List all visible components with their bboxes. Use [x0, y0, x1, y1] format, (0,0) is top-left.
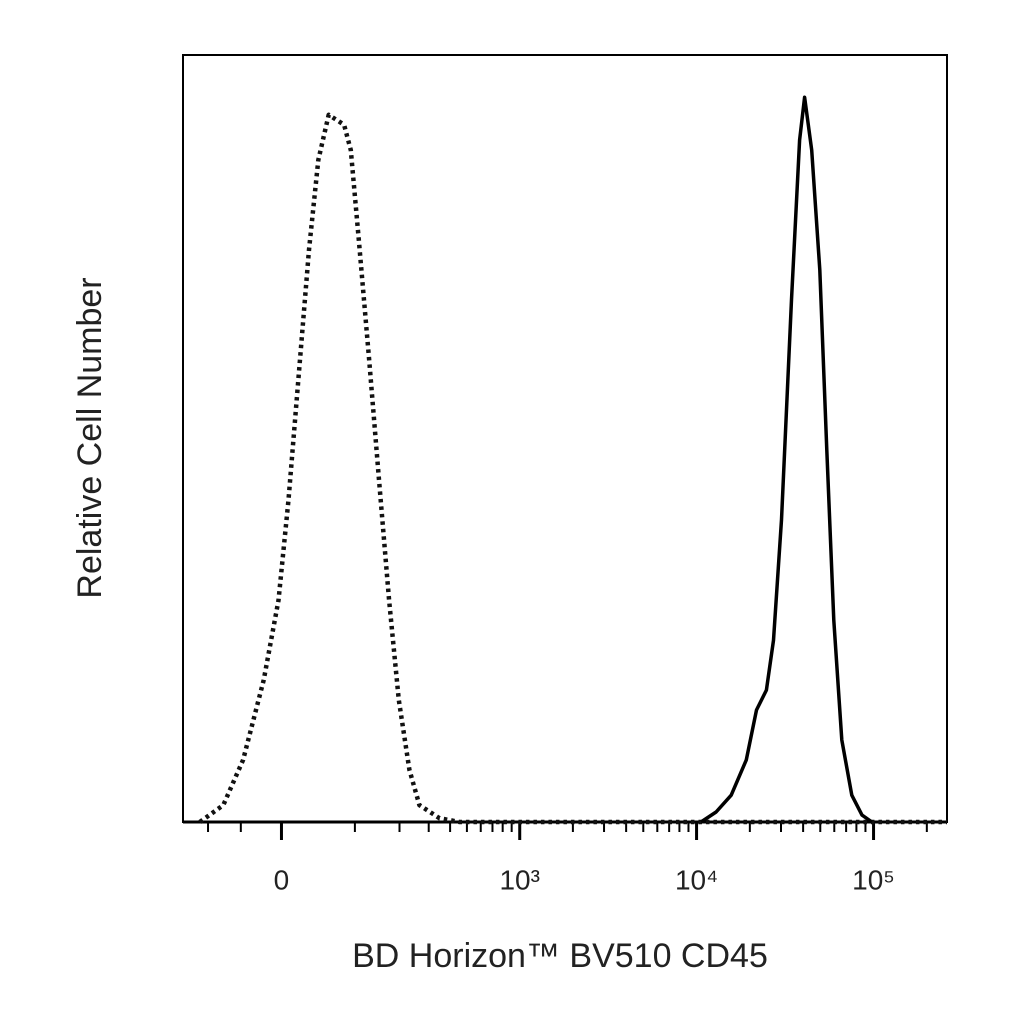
plot-frame	[182, 54, 948, 823]
x-tick-label: 10⁵	[852, 864, 895, 895]
x-tick-label: 0	[274, 864, 290, 895]
histogram-line	[198, 112, 947, 825]
histogram-line	[700, 95, 873, 824]
y-axis-label: Relative Cell Number	[71, 277, 109, 598]
x-tick-label: 10³	[499, 864, 539, 895]
x-tick-label: 10⁴	[675, 864, 718, 895]
x-axis-label: BD Horizon™ BV510 CD45	[352, 937, 768, 975]
